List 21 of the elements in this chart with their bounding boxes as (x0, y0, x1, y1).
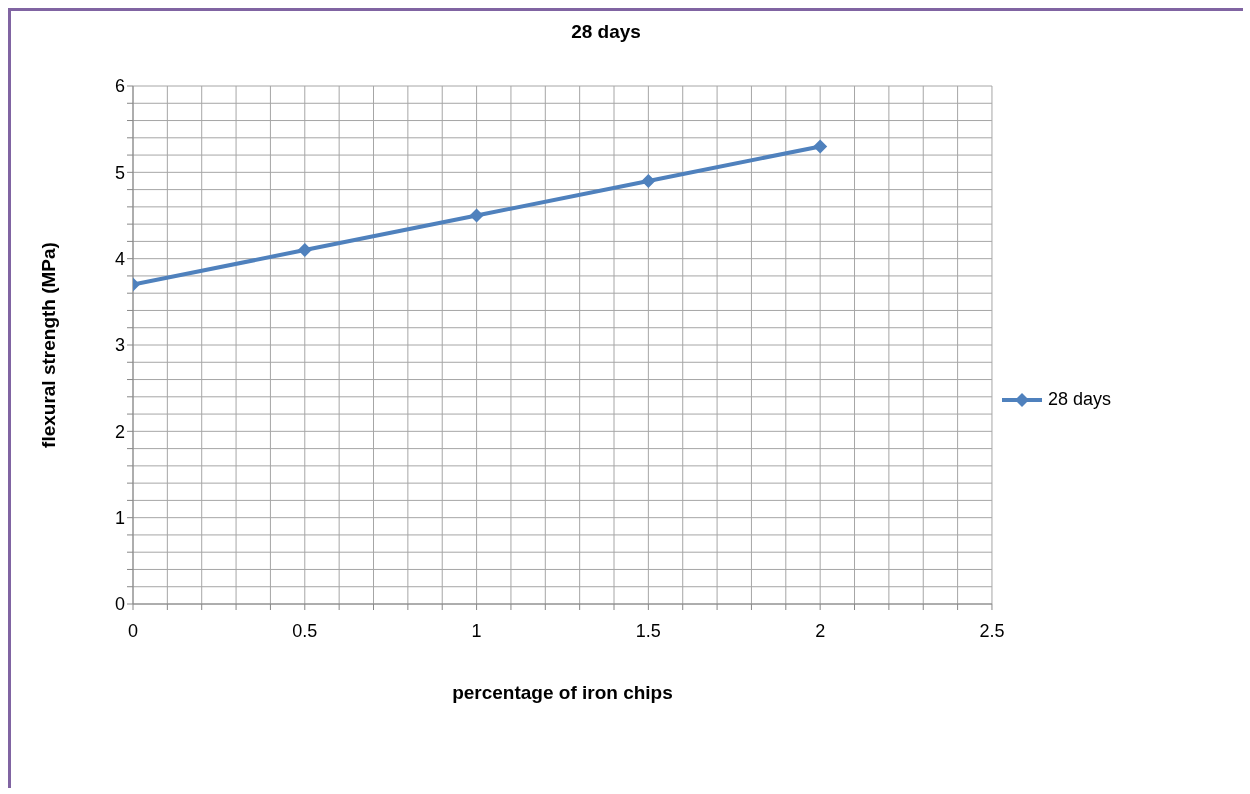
x-tick-label: 0 (127, 620, 139, 641)
y-tick-label: 3 (114, 335, 125, 356)
point (469, 208, 484, 223)
x-tick-label: 1 (471, 620, 482, 641)
legend-label: 28 days (1047, 389, 1111, 410)
x-tick-label: 0.5 (292, 620, 318, 641)
x-axis-title: percentage of iron chips (452, 682, 673, 703)
y-tick-label: 1 (114, 508, 125, 529)
y-tick-label: 0 (114, 594, 125, 615)
point (813, 139, 828, 154)
x-tick-label: 2.5 (979, 620, 1005, 641)
point (641, 173, 656, 188)
point (297, 243, 312, 258)
x-tick-label: 2 (815, 620, 826, 641)
chart-title: 28 days (570, 21, 642, 43)
y-tick-label: 4 (114, 249, 125, 270)
x-tick-label: 1.5 (635, 620, 661, 641)
y-tick-label: 2 (114, 421, 125, 442)
y-tick-label: 5 (114, 162, 125, 183)
y-tick-label: 6 (114, 76, 125, 97)
y-axis-title: flexural strength (MPa) (37, 242, 59, 448)
